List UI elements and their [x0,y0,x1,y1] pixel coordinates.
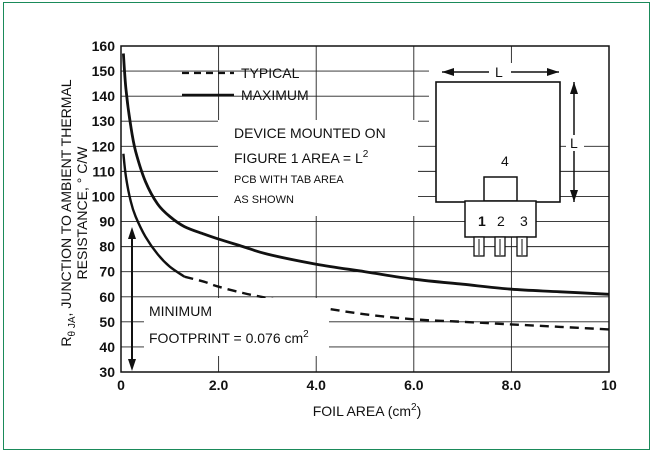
y-tick-70: 70 [99,264,115,280]
y-tick-150: 150 [92,63,116,79]
y-tick-80: 80 [99,239,115,255]
y-tick-140: 140 [92,88,116,104]
pin4-label: 4 [501,153,509,169]
pin1-label: 1 [478,213,486,229]
legend-typical-label: TYPICAL [241,65,300,81]
device-annotation: DEVICE MOUNTED ON FIGURE 1 AREA = L2 PCB… [218,120,418,216]
series-maximum [122,53,610,296]
package-body [464,200,537,238]
y-tick-40: 40 [99,339,115,355]
minimum-line1: MINIMUM [149,303,212,319]
device-line3: PCB WITH TAB AREA [234,174,344,186]
minimum-range-arrow [128,227,136,371]
y-tick-50: 50 [99,314,115,330]
pin2-label: 2 [497,213,505,229]
series-typical-solid [122,153,186,278]
x-tick-10: 10 [601,377,617,393]
legend: TYPICAL MAXIMUM [182,65,309,103]
figure-frame: 30 40 50 60 70 80 90 100 110 120 130 140 150 160 0 2.0… [3,2,650,450]
y-tick-30: 30 [99,364,115,380]
legend-maximum-label: MAXIMUM [241,87,309,103]
device-line4: AS SHOWN [234,194,294,206]
y-axis-label-line2: RESISTANCE, ° C/W [74,146,90,280]
plot-area-border [120,45,610,373]
package-width-label: L [495,64,503,80]
x-tick-labels: 0 2.0 4.0 6.0 8.0 10 [117,377,617,393]
y-tick-110: 110 [92,163,115,179]
y-tick-160: 160 [92,38,116,54]
device-line2: FIGURE 1 AREA = L2 [234,149,369,166]
y-tick-100: 100 [92,188,116,204]
y-tick-90: 90 [99,214,115,230]
package-heat-tab [483,176,518,202]
package-height-label: L [570,135,578,151]
y-tick-120: 120 [92,138,116,154]
x-tick-8.0: 8.0 [502,377,522,393]
pin3-label: 3 [520,213,528,229]
x-tick-6.0: 6.0 [404,377,424,393]
device-line1: DEVICE MOUNTED ON [234,125,386,141]
y-tick-130: 130 [92,113,116,129]
series-lines [122,53,610,331]
minimum-annotation: MINIMUM FOOTPRINT = 0.076 cm2 [144,298,329,356]
x-tick-0: 0 [117,377,125,393]
x-axis-label: FOIL AREA (cm2) [313,402,422,419]
x-tick-4.0: 4.0 [306,377,326,393]
x-tick-2.0: 2.0 [209,377,229,393]
y-axis-label-group: Rθ JA, JUNCTION TO AMBIENT THERMAL RESIS… [58,79,90,346]
series-typical-dashed [184,275,610,331]
y-tick-60: 60 [99,289,115,305]
y-tick-labels: 30 40 50 60 70 80 90 100 110 120 130 140 150 160 [92,38,116,380]
minimum-line2: FOOTPRINT = 0.076 cm2 [149,329,309,346]
package-drawing: L L 4 1 2 3 [429,63,629,257]
y-axis-label: Rθ JA, JUNCTION TO AMBIENT THERMAL [58,79,78,346]
